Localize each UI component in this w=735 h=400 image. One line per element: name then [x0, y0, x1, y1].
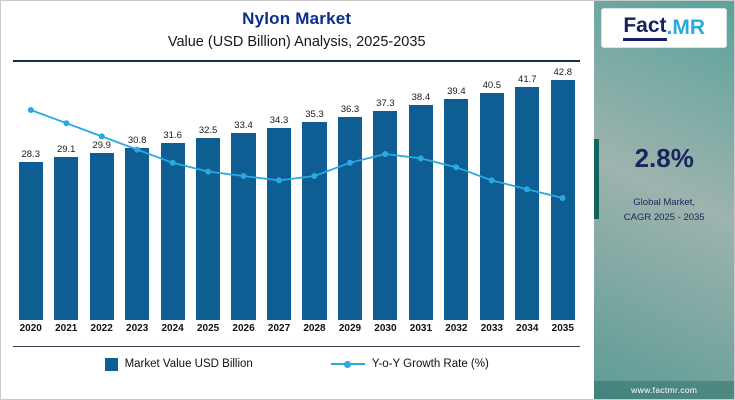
logo-mr-text: .MR: [666, 16, 706, 39]
x-axis-label: 2032: [445, 323, 468, 334]
chart-panel: Nylon Market Value (USD Billion) Analysi…: [1, 1, 594, 399]
bar-value-label: 28.3: [21, 148, 40, 160]
bar-slot-2035: 42.8: [545, 67, 580, 320]
cagr-value: 2.8%: [634, 143, 694, 173]
bar-slot-2031: 38.4: [403, 92, 438, 320]
x-axis-label: 2026: [232, 323, 255, 334]
logo-fact-text: Fact: [623, 15, 667, 41]
x-axis-label: 2028: [303, 323, 326, 334]
bar-2033: [479, 93, 504, 320]
bar-2024: [160, 143, 185, 320]
bar-2023: [125, 147, 150, 320]
website-text: www.factmr.com: [631, 385, 698, 395]
header-divider: [13, 60, 581, 62]
website-bar: www.factmr.com: [594, 381, 734, 399]
legend-market-value: Market Value USD Billion: [104, 357, 253, 371]
bar-slot-2025: 32.5: [190, 125, 225, 320]
bar-slot-2027: 34.3: [261, 115, 296, 320]
bar-value-label: 41.7: [518, 73, 537, 85]
factmr-logo: Fact .MR: [602, 9, 727, 47]
bar-value-label: 33.4: [234, 120, 253, 131]
bar-slot-2034: 41.7: [510, 73, 545, 320]
bar-2026: [231, 133, 256, 320]
bar-value-label: 39.4: [447, 86, 466, 98]
x-axis-label: 2027: [267, 323, 291, 334]
bar-slot-2021: 29.1: [48, 144, 83, 320]
cagr-stat: 2.8% Global Market, CAGR 2025 - 2035: [594, 139, 734, 225]
cagr-label: Global Market, CAGR 2025 - 2035: [594, 196, 734, 225]
x-axis-label: 2034: [516, 323, 539, 334]
bar-slot-2020: 28.3: [13, 148, 48, 320]
x-axis-label: 2022: [90, 323, 113, 334]
bar-value-label: 42.8: [553, 67, 573, 79]
bar-chart: 28.3 29.1 29.9 30.8 31.6 32.5 33.4 34.3 35.3 36.3…: [13, 67, 580, 334]
x-axis-label: 2020: [19, 323, 42, 334]
x-axis-label: 2023: [126, 323, 149, 334]
bar-slot-2030: 37.3: [368, 98, 403, 320]
bar-2020: [18, 161, 43, 320]
x-axis-label: 2033: [480, 323, 503, 334]
x-axis-labels: 2020 2021 2022 2023 2024 2025 2026 2027 2028 2029…: [13, 323, 580, 334]
bar-slot-2024: 31.6: [155, 130, 190, 320]
line-swatch-icon: [330, 360, 365, 368]
bar-slot-2022: 29.9: [84, 140, 119, 320]
bar-value-label: 38.4: [411, 92, 431, 103]
bar-value-label: 30.8: [127, 134, 147, 146]
page-subtitle: Value (USD Billion) Analysis, 2025-2035: [167, 34, 426, 50]
bar-value-label: 29.1: [56, 144, 76, 155]
chart-legend: Market Value USD Billion Y-o-Y Growth Ra…: [13, 347, 580, 381]
bar-2021: [54, 157, 79, 320]
bar-2030: [373, 111, 398, 320]
bar-2025: [196, 138, 221, 320]
cagr-label-line1: Global Market,: [633, 197, 696, 208]
legend-growth-rate: Y-o-Y Growth Rate (%): [330, 358, 489, 370]
bar-2035: [550, 80, 575, 320]
bar-2031: [408, 105, 433, 320]
bar-slot-2029: 36.3: [332, 104, 367, 320]
x-axis-label: 2030: [374, 323, 397, 334]
bar-2027: [266, 127, 292, 320]
accent-bar: [594, 139, 600, 219]
bar-value-label: 37.3: [376, 98, 395, 110]
x-axis-label: 2031: [409, 323, 433, 334]
bar-2028: [302, 122, 327, 320]
bar-value-label: 31.6: [163, 130, 182, 141]
legend-bar-label: Market Value USD Billion: [124, 358, 253, 370]
bar-swatch-icon: [104, 357, 118, 371]
page-title: Nylon Market: [242, 9, 352, 28]
bar-2022: [89, 152, 114, 320]
bar-slot-2028: 35.3: [297, 109, 332, 320]
bar-value-label: 40.5: [482, 80, 502, 92]
sidebar: Fact .MR 2.8% Global Market, CAGR 2025 - …: [594, 1, 734, 399]
cagr-label-line2: CAGR 2025 - 2035: [623, 211, 705, 223]
bar-value-label: 34.3: [269, 114, 289, 126]
bar-2034: [515, 86, 540, 320]
bar-slot-2026: 33.4: [226, 120, 261, 320]
bar-value-label: 32.5: [198, 125, 218, 136]
bar-slot-2033: 40.5: [474, 80, 509, 320]
bar-value-label: 29.9: [92, 139, 111, 151]
bar-2029: [337, 116, 362, 320]
bar-value-label: 36.3: [340, 103, 360, 115]
bar-2032: [444, 99, 469, 320]
bar-slot-2032: 39.4: [439, 86, 474, 320]
bars-area: 28.3 29.1 29.9 30.8 31.6 32.5 33.4 34.3 35.3 36.3…: [13, 67, 580, 320]
x-axis-label: 2025: [196, 323, 220, 334]
x-axis-label: 2021: [55, 323, 78, 334]
bar-value-label: 35.3: [305, 109, 324, 121]
legend-line-label: Y-o-Y Growth Rate (%): [371, 358, 489, 370]
bar-slot-2023: 30.8: [119, 134, 154, 320]
x-axis-label: 2029: [338, 323, 362, 334]
x-axis-label: 2035: [551, 323, 574, 334]
legend-divider: [13, 346, 581, 347]
x-axis-label: 2024: [161, 323, 184, 334]
